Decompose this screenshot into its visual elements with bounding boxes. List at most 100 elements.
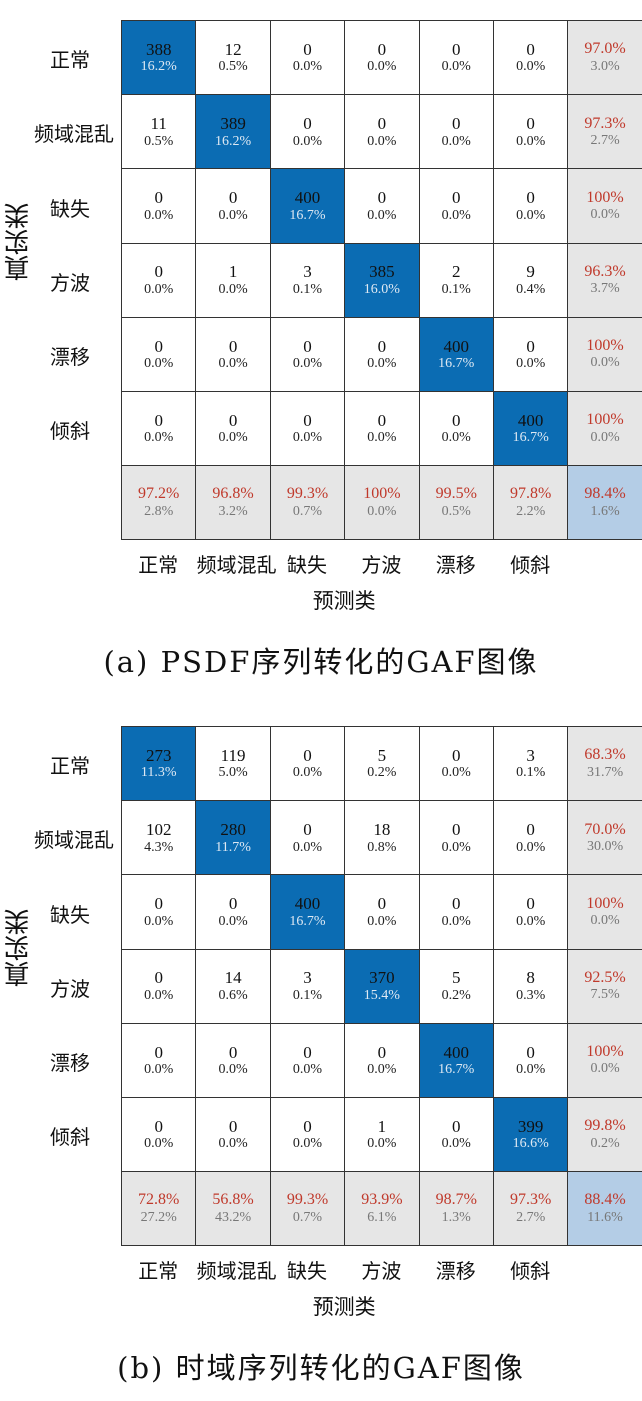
cell-count: 0 — [377, 39, 387, 59]
col-error: 3.2% — [218, 503, 248, 519]
cell-percent: 16.7% — [289, 207, 326, 223]
matrix-cell: 0 0.0% — [345, 1023, 420, 1098]
cell-percent: 0.0% — [292, 765, 323, 781]
matrix-cell: 11 0.5% — [122, 95, 197, 170]
diagonal-cell: 400 16.7% — [270, 875, 346, 950]
matrix-cell: 0 0.0% — [493, 317, 569, 392]
col-summary-cell: 98.7% 1.3% — [419, 1172, 494, 1247]
cell-count: 11 — [150, 113, 167, 133]
column-label: 漂移 — [435, 1259, 476, 1284]
cell-count: 0 — [526, 113, 535, 133]
diagonal-cell: 400 16.7% — [419, 317, 494, 392]
col-summary-cell: 93.9% 6.1% — [345, 1172, 420, 1247]
cell-percent: 16.7% — [512, 430, 549, 446]
cell-count: 0 — [303, 1116, 312, 1136]
cell-count: 0 — [452, 819, 461, 839]
overall-error: 11.6% — [587, 1209, 623, 1225]
overall-accuracy-cell: 98.4% 1.6% — [568, 466, 642, 541]
cell-count: 0 — [228, 188, 238, 208]
row-error: 0.0% — [590, 913, 620, 929]
row-error: 3.0% — [590, 58, 620, 74]
cell-count: 0 — [303, 819, 312, 839]
cell-count: 0 — [526, 39, 535, 59]
cell-percent: 0.5% — [218, 59, 248, 75]
matrix-cell: 0 0.0% — [270, 1023, 346, 1098]
cell-percent: 0.0% — [516, 913, 546, 929]
cell-percent: 0.0% — [144, 987, 174, 1003]
cell-count: 0 — [526, 336, 535, 356]
col-error: 27.2% — [140, 1209, 177, 1225]
matrix-cell: 0 0.0% — [493, 801, 569, 876]
column-label: 方波 — [361, 1259, 402, 1284]
row-accuracy: 100% — [586, 188, 624, 206]
diagonal-cell: 400 16.7% — [493, 391, 569, 467]
cell-percent: 0.0% — [516, 133, 546, 149]
diagonal-cell: 273 11.3% — [122, 727, 197, 802]
col-accuracy: 97.8% — [509, 485, 552, 503]
matrix-cell: 5 0.2% — [419, 949, 494, 1024]
matrix-cell: 0 0.0% — [270, 317, 346, 392]
cell-percent: 0.0% — [292, 430, 323, 446]
cell-count: 3 — [303, 262, 312, 282]
col-accuracy: 97.3% — [509, 1191, 552, 1209]
diagonal-cell: 400 16.7% — [270, 169, 346, 244]
cell-count: 0 — [526, 894, 535, 914]
overall-error: 1.6% — [590, 503, 620, 519]
overall-accuracy-cell: 88.4% 11.6% — [568, 1172, 642, 1247]
cell-percent: 16.2% — [140, 59, 177, 75]
matrix-cell: 0 0.0% — [345, 875, 420, 950]
column-label: 方波 — [361, 553, 402, 578]
cell-count: 0 — [452, 113, 461, 133]
row-accuracy: 100% — [586, 337, 624, 355]
row-error: 0.0% — [590, 207, 620, 223]
cell-count: 0 — [377, 113, 387, 133]
cell-count: 400 — [294, 894, 321, 914]
cell-count: 119 — [220, 745, 246, 765]
cell-percent: 16.0% — [363, 281, 400, 297]
y-axis-label: 真实类 — [4, 908, 34, 987]
matrix-cell: 0 0.0% — [196, 1097, 271, 1173]
matrix-cell: 0 0.0% — [493, 21, 569, 96]
matrix-cell: 3 0.1% — [270, 949, 346, 1024]
matrix-cell: 0 0.0% — [493, 169, 569, 244]
matrix-cell: 0 0.0% — [122, 243, 197, 318]
col-summary-cell: 72.8% 27.2% — [122, 1172, 197, 1247]
matrix-cell: 0 0.0% — [419, 169, 494, 244]
cell-count: 9 — [526, 262, 535, 282]
matrix-cell: 3 0.1% — [493, 727, 569, 802]
row-accuracy: 97.3% — [584, 114, 626, 132]
cell-percent: 0.1% — [292, 281, 323, 297]
matrix-cell: 0 0.0% — [270, 727, 346, 802]
cell-percent: 0.3% — [516, 987, 546, 1003]
cell-count: 0 — [228, 894, 238, 914]
col-summary-cell: 97.8% 2.2% — [493, 466, 569, 541]
x-axis-label: 预测类 — [312, 589, 376, 614]
col-accuracy: 97.2% — [138, 485, 180, 503]
matrix-cell: 0 0.0% — [493, 95, 569, 170]
row-summary-cell: 99.8% 0.2% — [568, 1097, 642, 1173]
matrix-cell: 12 0.5% — [196, 21, 271, 96]
column-label: 正常 — [138, 553, 179, 578]
row-accuracy: 96.3% — [584, 262, 626, 280]
figure-caption: (a) PSDF序列转化的GAF图像 — [103, 645, 539, 680]
cell-percent: 0.2% — [441, 987, 471, 1003]
matrix-cell: 0 0.0% — [345, 169, 420, 244]
cell-percent: 0.0% — [441, 839, 471, 855]
row-accuracy: 68.3% — [584, 746, 626, 764]
row-summary-cell: 97.3% 2.7% — [568, 95, 642, 170]
cell-percent: 11.3% — [140, 765, 177, 781]
row-summary-cell: 100% 0.0% — [568, 875, 642, 950]
cell-percent: 0.0% — [292, 356, 323, 372]
cell-count: 400 — [443, 1042, 470, 1062]
row-accuracy: 99.8% — [584, 1117, 626, 1135]
matrix-cell: 1 0.0% — [196, 243, 271, 318]
cell-count: 280 — [220, 819, 246, 839]
col-error: 0.5% — [441, 503, 471, 519]
matrix-cell: 0 0.0% — [196, 1023, 271, 1098]
cell-percent: 0.0% — [144, 281, 174, 297]
col-error: 6.1% — [367, 1209, 397, 1225]
col-accuracy: 99.3% — [286, 485, 329, 503]
cell-count: 0 — [303, 410, 312, 430]
cell-count: 0 — [452, 1116, 461, 1136]
matrix-cell: 0 0.0% — [419, 727, 494, 802]
